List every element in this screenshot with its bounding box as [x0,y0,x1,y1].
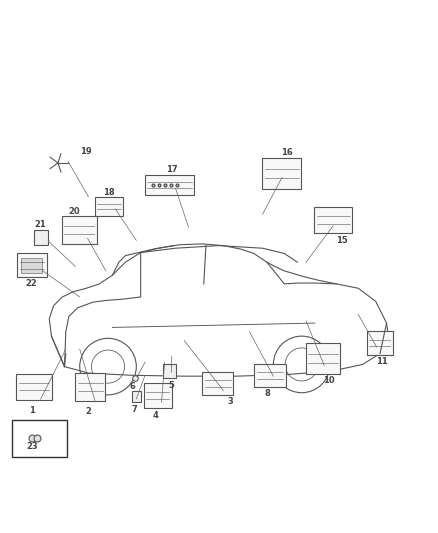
Bar [21,258,42,273]
Text: 23: 23 [27,442,39,451]
FancyBboxPatch shape [367,332,392,355]
Text: 21: 21 [35,220,46,229]
Bar [163,364,177,378]
FancyBboxPatch shape [75,373,106,401]
Text: 3: 3 [227,397,233,406]
FancyBboxPatch shape [306,343,340,374]
FancyBboxPatch shape [254,364,286,386]
Text: 19: 19 [81,147,92,156]
Text: 18: 18 [103,188,115,197]
Text: 11: 11 [376,357,388,366]
FancyBboxPatch shape [202,372,233,395]
FancyBboxPatch shape [16,374,52,400]
Text: 22: 22 [25,279,37,288]
FancyBboxPatch shape [144,383,172,408]
Text: 2: 2 [85,407,92,416]
FancyBboxPatch shape [314,207,352,233]
Bar [34,230,48,245]
Bar [12,420,67,457]
Text: 15: 15 [336,236,348,245]
FancyBboxPatch shape [62,216,97,244]
Text: 4: 4 [153,411,159,420]
Text: 20: 20 [69,207,80,215]
FancyBboxPatch shape [95,197,123,215]
Text: 7: 7 [132,405,138,414]
Text: 5: 5 [168,381,174,390]
Text: 16: 16 [282,148,293,157]
FancyBboxPatch shape [18,254,47,277]
Text: 8: 8 [265,389,271,398]
Text: 10: 10 [323,376,335,385]
Text: 6: 6 [130,382,136,391]
FancyBboxPatch shape [262,158,301,189]
FancyBboxPatch shape [145,175,194,195]
Text: 17: 17 [166,165,178,174]
Text: 1: 1 [29,406,35,415]
Bar [132,391,141,402]
